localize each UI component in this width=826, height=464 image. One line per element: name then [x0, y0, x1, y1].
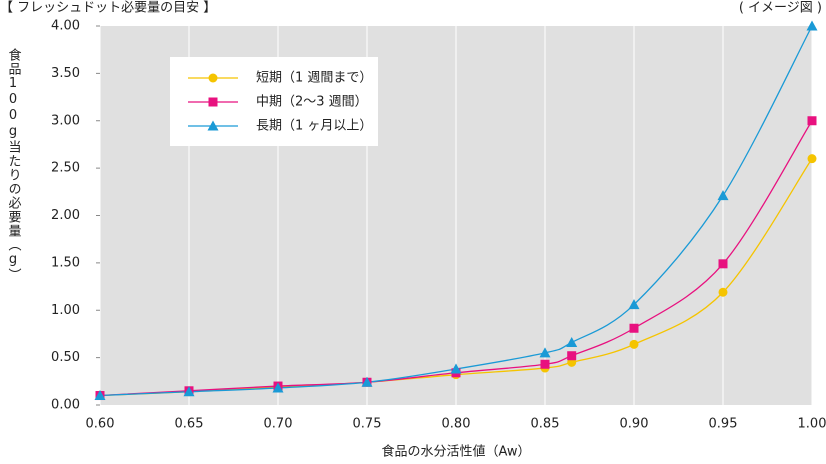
data-point: [539, 347, 551, 358]
data-point: [718, 287, 728, 297]
data-point: [717, 190, 729, 201]
data-point: [540, 359, 550, 369]
x-tick-label: 0.90: [620, 417, 649, 432]
y-tick-label: 2.50: [51, 161, 80, 176]
data-point: [183, 386, 195, 397]
x-tick-label: 0.95: [709, 417, 738, 432]
data-point: [629, 323, 639, 333]
legend: 短期（1 週間まで） 中期（2～3 週間） 長期（1 ヶ月以上）: [170, 57, 378, 146]
y-tick-label: 4.00: [51, 19, 80, 34]
data-point: [806, 20, 818, 31]
series-line: [99, 25, 813, 397]
data-point: [566, 336, 578, 347]
x-tick-label: 1.00: [798, 417, 826, 432]
data-point: [718, 259, 728, 269]
y-tick-label: 1.00: [51, 303, 80, 318]
y-tick-label: 0.50: [51, 350, 80, 365]
data-point: [567, 351, 577, 361]
legend-marker: [208, 73, 218, 83]
data-point: [807, 154, 817, 164]
x-tick-label: 0.80: [442, 417, 471, 432]
x-tick-label: 0.70: [264, 417, 293, 432]
x-axis-label: 食品の水分活性値（Aw）: [382, 444, 531, 460]
y-tick-label: 2.00: [51, 208, 80, 223]
y-tick-label: 1.50: [51, 255, 80, 270]
legend-marker: [208, 97, 218, 107]
x-tick-label: 0.60: [86, 417, 115, 432]
data-point: [450, 363, 462, 374]
x-tick-label: 0.85: [531, 417, 560, 432]
y-axis-label: 食品100g当たりの必要量（g）: [6, 47, 22, 282]
y-tick-label: 3.50: [51, 66, 80, 81]
chart-subtitle: ( イメージ図 ): [739, 1, 822, 16]
data-point: [94, 390, 106, 401]
legend-label: 長期（1 ヶ月以上）: [256, 119, 372, 134]
chart-title: 【 フレッシュドット必要量の目安 】: [0, 1, 216, 16]
x-tick-label: 0.75: [353, 417, 382, 432]
legend-marker: [207, 120, 219, 131]
legend-label: 中期（2～3 週間）: [256, 95, 368, 110]
data-point: [361, 376, 373, 387]
series-line: [99, 120, 813, 397]
y-tick-label: 3.00: [51, 113, 80, 128]
data-point: [272, 382, 284, 393]
data-point: [628, 299, 640, 310]
data-point: [807, 116, 817, 126]
data-point: [629, 339, 639, 349]
legend-label: 短期（1 週間まで）: [256, 71, 372, 86]
y-tick-label: 0.00: [51, 398, 80, 413]
x-tick-label: 0.65: [175, 417, 204, 432]
